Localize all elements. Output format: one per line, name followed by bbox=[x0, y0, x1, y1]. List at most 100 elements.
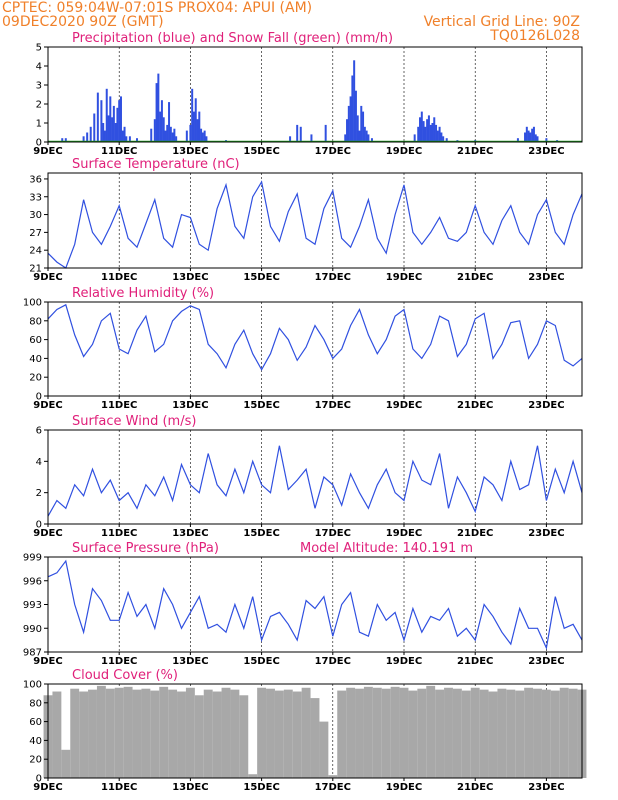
header-grid-line-note: Vertical Grid Line: 90Z bbox=[423, 14, 580, 30]
precipitation-bar bbox=[362, 111, 365, 142]
precipitation-bar bbox=[153, 119, 156, 142]
precipitation-bar bbox=[310, 134, 313, 142]
cloud-cover-bar bbox=[408, 690, 418, 778]
cloud-cover-bar bbox=[70, 688, 80, 778]
precipitation-bar bbox=[370, 138, 373, 142]
cloud-cover-bar bbox=[515, 690, 525, 778]
y-tick-label: 0 bbox=[36, 138, 42, 149]
y-tick-label: 24 bbox=[29, 246, 42, 257]
x-tick-label: 21DEC bbox=[457, 400, 493, 411]
precipitation-bar bbox=[93, 113, 96, 142]
precipitation-bar bbox=[534, 134, 537, 142]
precipitation-bar bbox=[367, 134, 370, 142]
panel-title: Precipitation (blue) and Snow Fall (gree… bbox=[72, 31, 393, 46]
cloud-cover-bar bbox=[372, 687, 382, 778]
precipitation-bar bbox=[203, 130, 206, 142]
series-line bbox=[47, 559, 583, 651]
cloud-cover-bar bbox=[239, 695, 249, 778]
x-tick-label: 23DEC bbox=[528, 272, 564, 283]
y-tick-label: 33 bbox=[29, 192, 42, 203]
precipitation-bar bbox=[429, 124, 432, 142]
y-tick-label: 20 bbox=[29, 755, 42, 766]
precipitation-bar bbox=[150, 128, 153, 142]
x-tick-label: 17DEC bbox=[315, 528, 351, 539]
y-tick-label: 5 bbox=[36, 43, 42, 54]
y-tick-label: 6 bbox=[36, 426, 42, 437]
x-tick-label: 21DEC bbox=[457, 272, 493, 283]
y-tick-label: 4 bbox=[36, 457, 42, 468]
series-line bbox=[47, 180, 583, 269]
cloud-cover-bar bbox=[399, 687, 409, 778]
precipitation-bar bbox=[86, 132, 89, 142]
precipitation-bar bbox=[160, 100, 163, 142]
x-tick-label: 13DEC bbox=[172, 528, 208, 539]
cloud-cover-bar bbox=[568, 688, 578, 778]
x-tick-label: 11DEC bbox=[101, 400, 137, 411]
cloud-cover-bar bbox=[319, 721, 329, 778]
precipitation-bar bbox=[442, 136, 445, 142]
precipitation-bar bbox=[64, 138, 67, 142]
x-tick-label: 9DEC bbox=[33, 146, 62, 157]
precipitation-bar bbox=[175, 136, 178, 142]
precipitation-bar bbox=[289, 136, 292, 142]
precipitation-bar bbox=[136, 138, 138, 142]
x-tick-label: 19DEC bbox=[386, 400, 422, 411]
y-tick-label: 27 bbox=[29, 228, 42, 239]
y-tick-label: 100 bbox=[23, 680, 42, 691]
cloud-cover-bar bbox=[221, 687, 231, 778]
precipitation-bar bbox=[346, 119, 349, 142]
header: CPTEC: 059:04W-07:01S PROX04: APUI (AM) … bbox=[0, 0, 618, 50]
cloud-cover-bar bbox=[150, 690, 160, 778]
y-tick-label: 4 bbox=[36, 62, 42, 73]
cloud-cover-bar bbox=[488, 691, 498, 778]
x-tick-label: 15DEC bbox=[243, 656, 279, 667]
x-tick-label: 15DEC bbox=[243, 528, 279, 539]
cloud-cover-bar bbox=[337, 690, 347, 778]
x-tick-label: 23DEC bbox=[528, 146, 564, 157]
x-tick-label: 9DEC bbox=[33, 782, 62, 793]
precipitation-bar bbox=[525, 126, 528, 142]
precipitation-bar bbox=[436, 130, 439, 142]
cloud-cover-bar bbox=[114, 687, 124, 778]
precipitation-bar bbox=[445, 138, 448, 142]
y-tick-label: 1 bbox=[36, 119, 42, 130]
panel-frame bbox=[47, 429, 583, 525]
x-tick-label: 13DEC bbox=[172, 272, 208, 283]
precipitation-bar bbox=[114, 123, 117, 142]
cloud-cover-bar bbox=[310, 698, 320, 778]
panel-frame bbox=[47, 301, 583, 397]
precipitation-bar bbox=[360, 105, 363, 142]
x-tick-label: 9DEC bbox=[33, 400, 62, 411]
cloud-cover-bar bbox=[88, 689, 97, 778]
precipitation-bar bbox=[162, 117, 165, 142]
precipitation-bar bbox=[299, 126, 302, 142]
precipitation-bar bbox=[296, 124, 299, 142]
cloud-cover-bar bbox=[506, 689, 516, 778]
precipitation-bar bbox=[545, 138, 548, 142]
y-tick-label: 30 bbox=[29, 210, 42, 221]
cloud-cover-bar bbox=[266, 688, 275, 778]
y-tick-label: 987 bbox=[23, 648, 42, 659]
panel-title: Relative Humidity (%) bbox=[72, 286, 214, 301]
cloud-cover-bar bbox=[417, 688, 427, 778]
cloud-cover-bar bbox=[524, 687, 534, 778]
x-tick-label: 17DEC bbox=[315, 400, 351, 411]
precipitation-bar bbox=[344, 134, 347, 142]
cloud-cover-bar bbox=[363, 686, 373, 778]
precipitation-bar bbox=[103, 130, 106, 142]
precipitation-bar bbox=[531, 128, 534, 142]
cloud-cover-bar bbox=[203, 689, 213, 778]
precipitation-bar bbox=[347, 105, 350, 142]
y-tick-label: 36 bbox=[29, 174, 42, 185]
x-tick-label: 15DEC bbox=[243, 400, 279, 411]
x-tick-label: 19DEC bbox=[386, 656, 422, 667]
precipitation-bar bbox=[198, 111, 201, 142]
y-tick-label: 2 bbox=[36, 100, 42, 111]
x-tick-label: 11DEC bbox=[101, 782, 137, 793]
precipitation-bar bbox=[424, 126, 427, 142]
x-tick-label: 23DEC bbox=[528, 528, 564, 539]
header-model-id: TQ0126L028 bbox=[490, 28, 580, 44]
panel-title: Cloud Cover (%) bbox=[72, 668, 178, 683]
cloud-cover-bar bbox=[301, 687, 311, 778]
